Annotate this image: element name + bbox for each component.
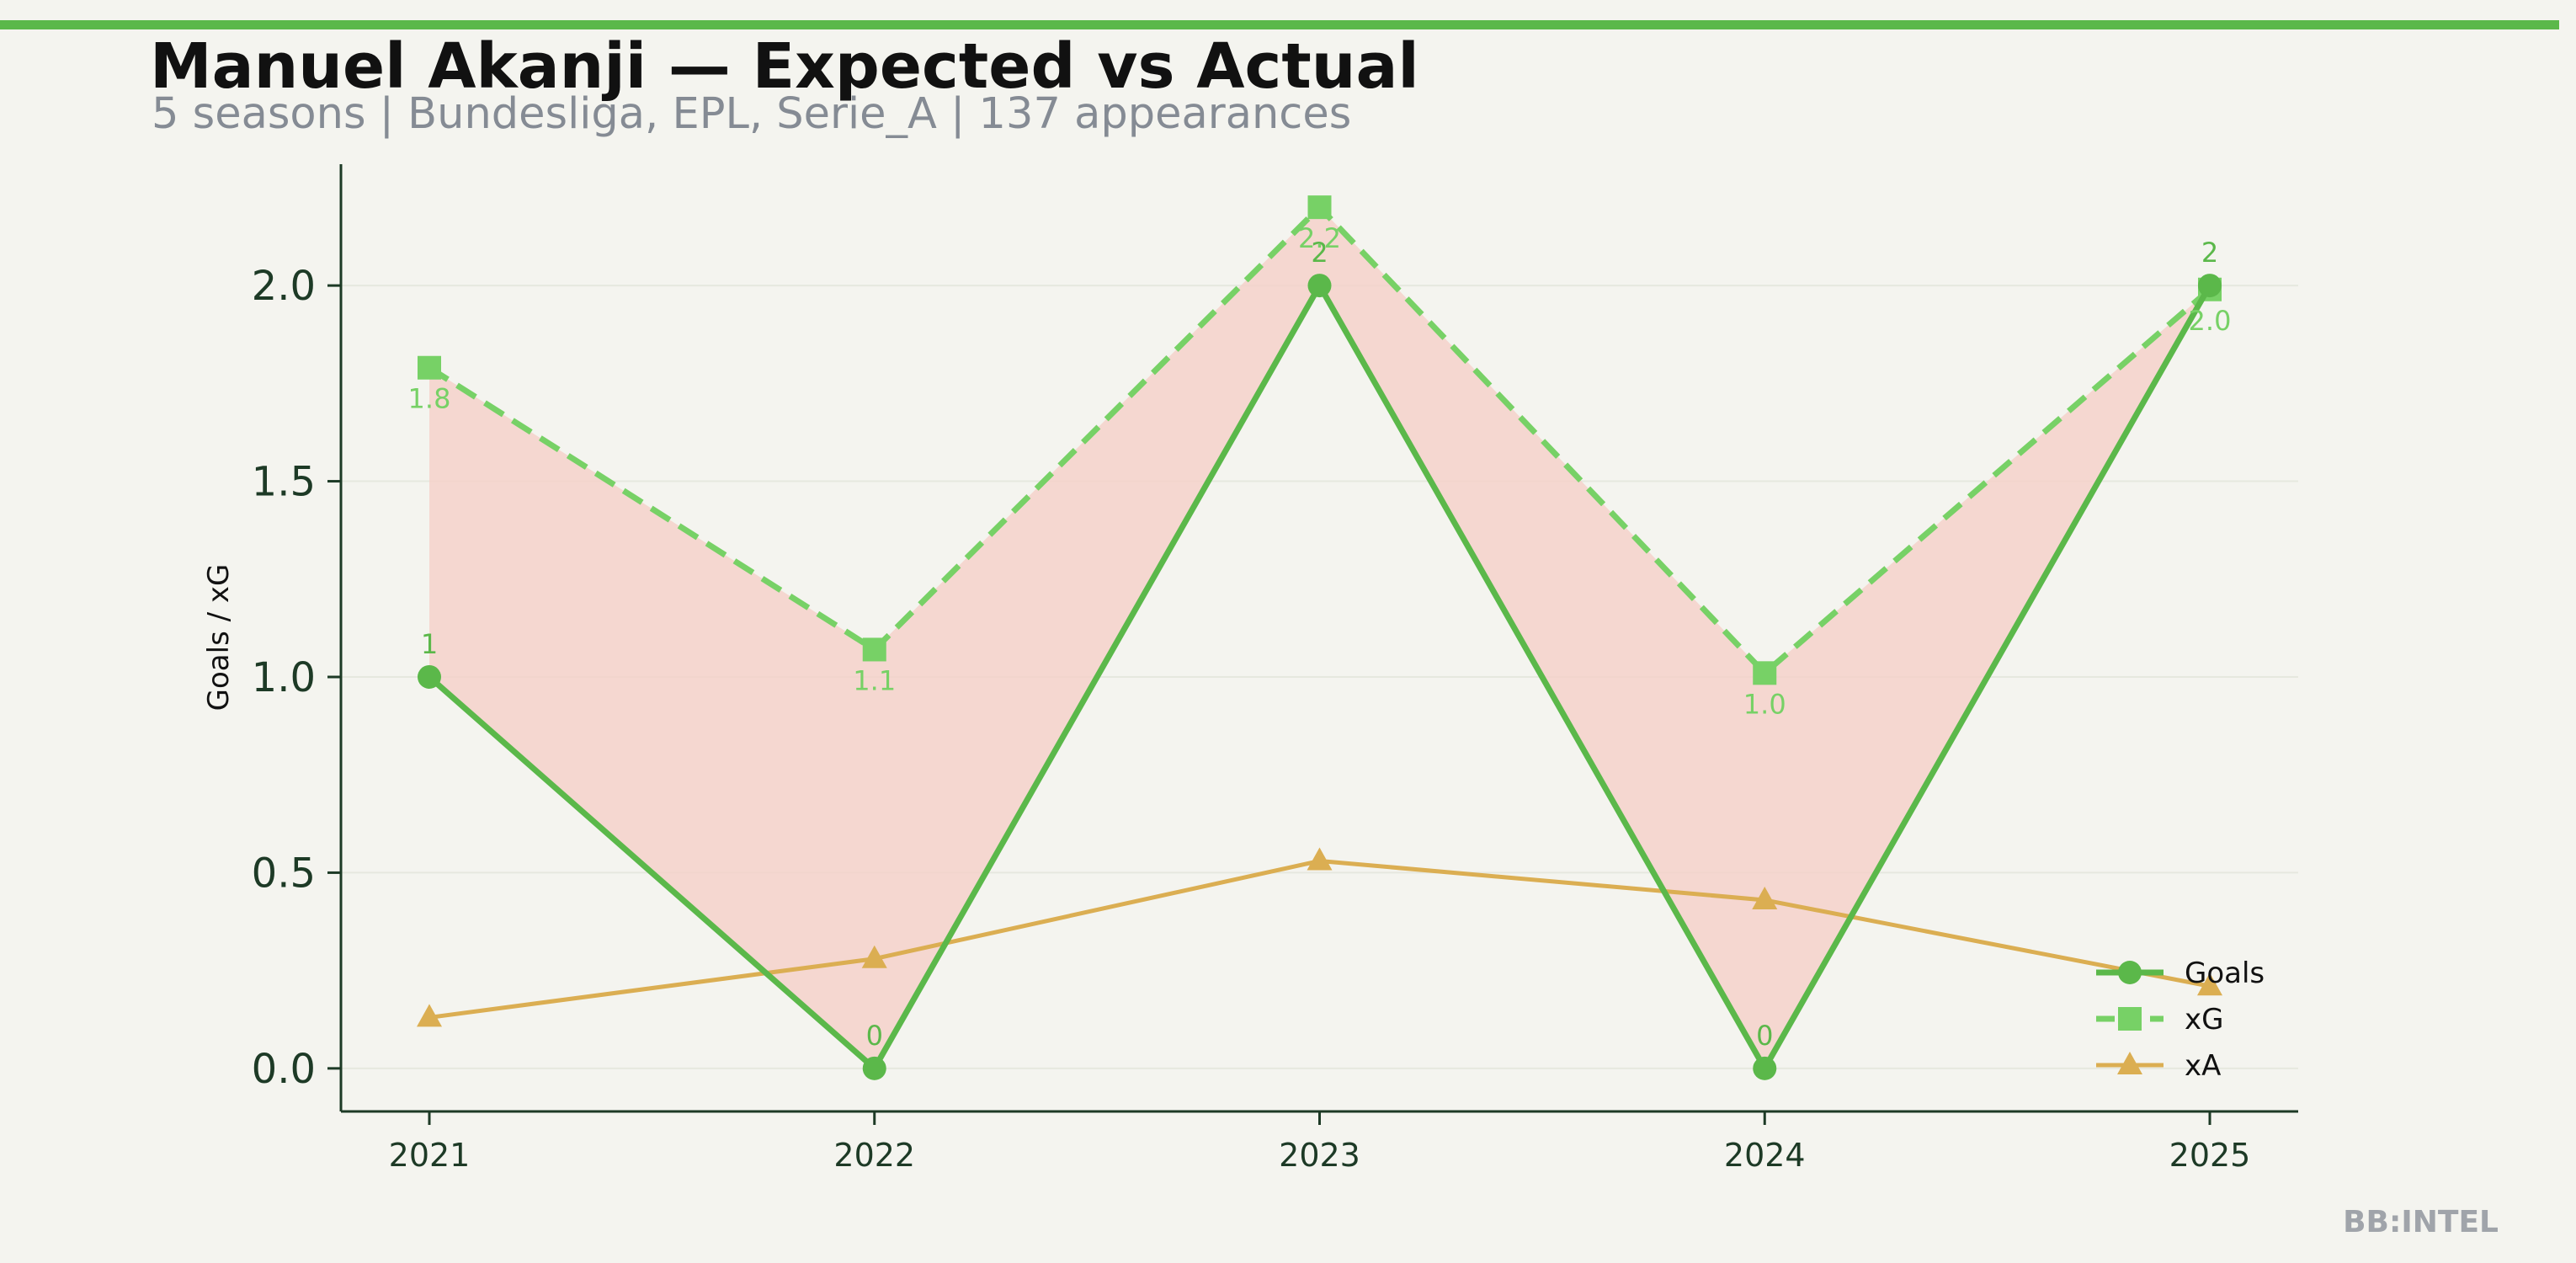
point-xa — [1752, 886, 1778, 909]
legend-label-goals: Goals — [2185, 957, 2265, 990]
chart-title: Manuel Akanji — Expected vs Actual — [150, 30, 1419, 103]
point-goals — [1753, 1056, 1777, 1080]
legend-marker-xa — [2117, 1052, 2142, 1074]
point-xg — [1307, 195, 1332, 220]
point-goals — [1307, 274, 1332, 298]
point-goals — [2198, 274, 2222, 298]
y-tick-label: 2.0 — [252, 263, 316, 310]
legend-marker-xg — [2118, 1007, 2142, 1031]
data-label-goals: 2 — [2201, 237, 2218, 269]
y-tick-label: 0.5 — [252, 850, 316, 897]
point-goals — [862, 1056, 886, 1080]
x-tick-label: 2024 — [1724, 1137, 1806, 1174]
y-axis-ticks: 0.0 0.5 1.0 1.5 2.0 — [252, 263, 341, 1093]
data-label-goals: 1 — [421, 628, 438, 660]
legend: Goals xG xA — [2096, 957, 2265, 1083]
point-xa — [2197, 973, 2222, 996]
y-axis-label: Goals / xG — [202, 564, 236, 711]
point-goals — [418, 664, 441, 689]
goals-xg-gap-fill — [429, 207, 2210, 1068]
legend-label-xg: xG — [2185, 1003, 2223, 1037]
chart-subtitle: 5 seasons | Bundesliga, EPL, Serie_A | 1… — [152, 89, 1351, 139]
x-tick-label: 2021 — [389, 1137, 471, 1174]
data-label-goals: 2 — [1311, 237, 1328, 269]
x-tick-label: 2023 — [1279, 1137, 1360, 1174]
point-xg — [1753, 661, 1777, 685]
data-label-xg: 1.1 — [853, 664, 896, 696]
x-tick-label: 2025 — [2169, 1137, 2251, 1174]
point-xa — [1307, 847, 1333, 871]
point-xa — [861, 945, 887, 968]
x-tick-label: 2022 — [833, 1137, 915, 1174]
accent-bar — [0, 20, 2559, 29]
point-xa — [417, 1004, 442, 1027]
y-tick-label: 1.5 — [252, 459, 316, 506]
x-axis-ticks: 2021 2022 2023 2024 2025 — [389, 1111, 2251, 1174]
data-label-goals: 0 — [1756, 1020, 1773, 1052]
brand-watermark: BB:INTEL — [2343, 1205, 2499, 1239]
legend-label-xa: xA — [2185, 1049, 2221, 1083]
y-tick-label: 0.0 — [252, 1046, 316, 1093]
data-labels: 1 0 2 0 2 1.8 1.1 2.2 1.0 2.0 — [408, 222, 2232, 1052]
data-label-xg: 2.2 — [1298, 222, 1341, 254]
data-label-goals: 0 — [866, 1020, 883, 1052]
series — [417, 195, 2222, 1080]
legend-marker-goals — [2118, 961, 2142, 984]
point-xg — [862, 637, 886, 662]
data-label-xg: 2.0 — [2189, 305, 2232, 337]
point-xg — [418, 355, 441, 380]
y-tick-label: 1.0 — [252, 654, 316, 701]
data-label-xg: 1.8 — [408, 383, 451, 415]
data-label-xg: 1.0 — [1743, 688, 1786, 720]
